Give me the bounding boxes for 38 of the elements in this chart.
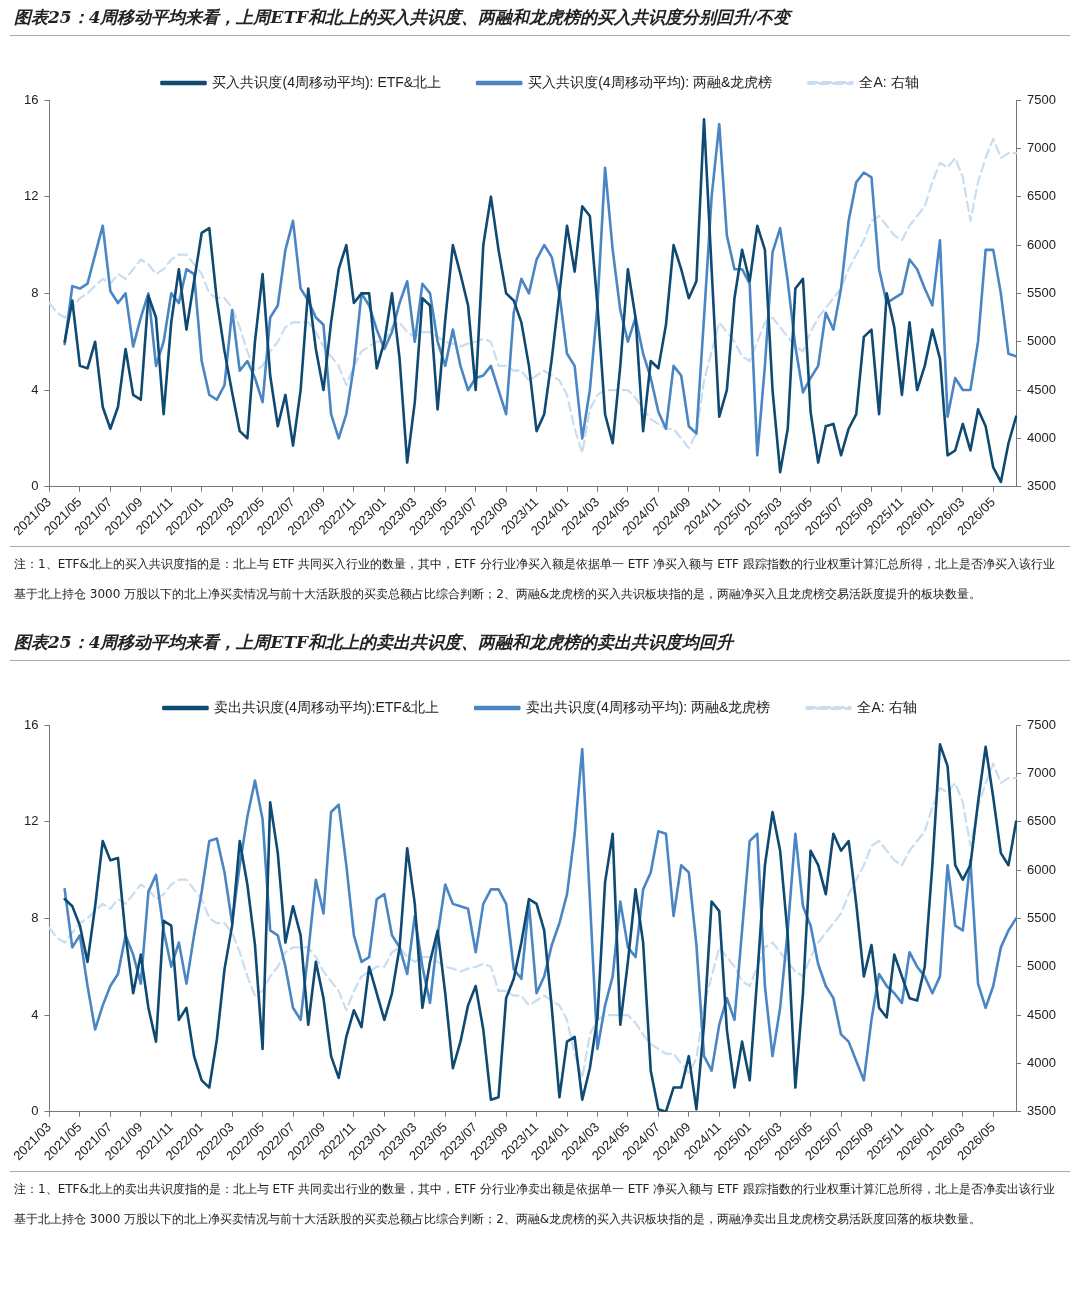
y-tick-label: 12 xyxy=(23,813,39,829)
y2-tick-label: 6500 xyxy=(1027,188,1056,204)
y2-tick-label: 7000 xyxy=(1027,764,1056,780)
y2-tick-label: 5000 xyxy=(1027,333,1056,349)
legend-label: 卖出共识度(4周移动平均):ETF&北上 xyxy=(214,698,440,715)
y2-tick-label: 4500 xyxy=(1027,1006,1056,1022)
y2-tick-label: 7500 xyxy=(1027,716,1056,732)
y-tick-label: 0 xyxy=(31,1103,39,1119)
y2-tick-label: 5500 xyxy=(1027,284,1056,300)
y2-tick-label: 4000 xyxy=(1027,429,1056,445)
legend-label: 卖出共识度(4周移动平均): 两融&龙虎榜 xyxy=(526,698,771,715)
y-tick-label: 4 xyxy=(31,1006,39,1022)
y-tick-label: 16 xyxy=(23,716,39,732)
y2-tick-label: 7000 xyxy=(1027,139,1056,155)
y2-tick-label: 7500 xyxy=(1027,91,1056,107)
y-tick-label: 8 xyxy=(31,284,39,300)
y2-tick-label: 5000 xyxy=(1027,958,1056,974)
y-tick-label: 0 xyxy=(31,478,39,494)
y2-tick-label: 6500 xyxy=(1027,813,1056,829)
chart-title: 图表25：4周移动平均来看，上周ETF和北上的买入共识度、两融和龙虎榜的买入共识度分别回升/不变 xyxy=(10,0,1070,36)
text: 注：1、ETF&北上的买入共识度指的是：北上与 ETF 共同买入行业的数量，其中，ETF 分行业净买入额是依据单一 ETF 净买入额与 ETF 跟踪指数的行业权重计算汇总所得，北上是否净买入该行业基于北上持仓 3000 万股以下的北上净买卖情况与前十大活跃股的买卖总额占比综合判断；2、两融&龙虎榜的买入共识板块指的是，两融净买入且龙虎榜交易活跃度提升的板块数量。 xyxy=(14,557,1055,601)
y2-tick-label: 3500 xyxy=(1027,478,1056,494)
y2-tick-label: 6000 xyxy=(1027,236,1056,252)
legend-label: 买入共识度(4周移动平均): 两融&龙虎榜 xyxy=(528,73,773,90)
y2-tick-label: 6000 xyxy=(1027,861,1056,877)
y-tick-label: 4 xyxy=(31,381,39,397)
y2-tick-label: 4000 xyxy=(1027,1054,1056,1070)
y2-tick-label: 3500 xyxy=(1027,1103,1056,1119)
legend-label: 买入共识度(4周移动平均): ETF&北上 xyxy=(212,73,442,90)
y-tick-label: 16 xyxy=(23,91,39,107)
legend-label: 全A: 右轴 xyxy=(857,698,917,715)
chart-title: 图表25：4周移动平均来看，上周ETF和北上的卖出共识度、两融和龙虎榜的卖出共识度均回升 xyxy=(10,625,1070,661)
y2-tick-label: 4500 xyxy=(1027,381,1056,397)
y2-tick-label: 5500 xyxy=(1027,909,1056,925)
legend-label: 全A: 右轴 xyxy=(859,73,919,90)
y-tick-label: 12 xyxy=(23,188,39,204)
y-tick-label: 8 xyxy=(31,909,39,925)
text: 注：1、ETF&北上的卖出共识度指的是：北上与 ETF 共同卖出行业的数量，其中，ETF 分行业净卖出额是依据单一 ETF 净买入额与 ETF 跟踪指数的行业权重计算汇总所得，北上是否净卖出该行业基于北上持仓 3000 万股以下的北上净买卖情况与前十大活跃股的买卖总额占比综合判断；2、两融&龙虎榜的买入共识板块指的是，两融净卖出且龙虎榜交易活跃度回落的板块数量。 xyxy=(14,1182,1055,1226)
